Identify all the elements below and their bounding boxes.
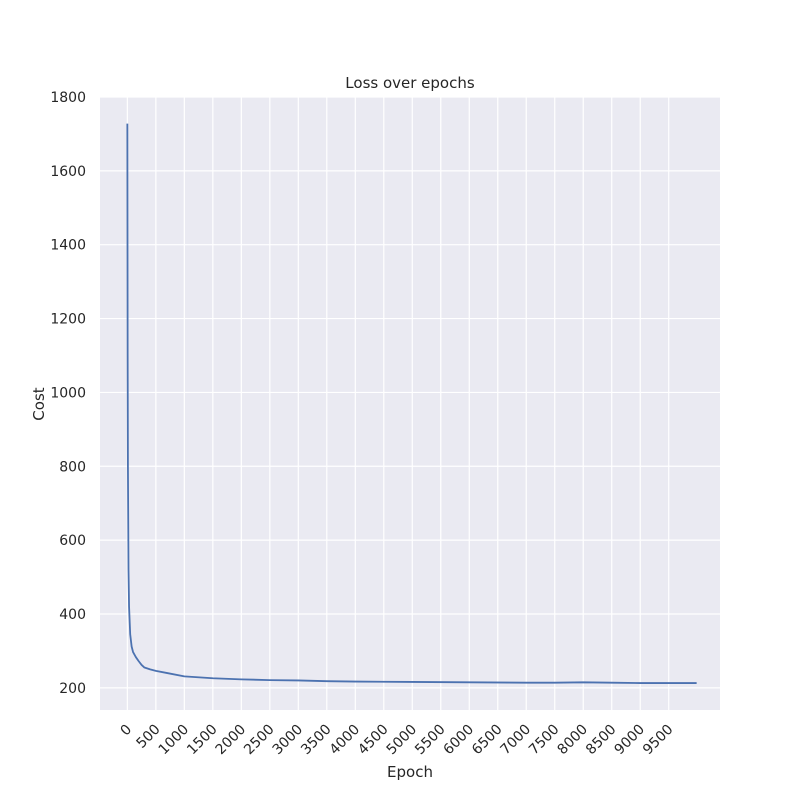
x-tick-label: 8500 bbox=[583, 722, 620, 759]
x-tick-label: 6000 bbox=[441, 722, 478, 759]
x-tick-label: 0 bbox=[118, 722, 136, 740]
x-tick-label: 4500 bbox=[355, 722, 392, 759]
loss-series-line bbox=[126, 123, 697, 684]
grid-lines bbox=[100, 96, 720, 710]
x-axis-label: Epoch bbox=[387, 763, 433, 781]
y-tick-label: 1600 bbox=[50, 164, 86, 180]
y-tick-label: 600 bbox=[59, 533, 86, 549]
x-tick-label: 6500 bbox=[469, 722, 506, 759]
y-tick-label: 200 bbox=[59, 681, 86, 697]
y-tick-label: 400 bbox=[59, 607, 86, 623]
series-group bbox=[126, 123, 697, 684]
x-tick-label: 4000 bbox=[327, 722, 364, 759]
x-tick-label: 7500 bbox=[526, 722, 563, 759]
y-tick-label: 1000 bbox=[50, 385, 86, 401]
y-axis-label: Cost bbox=[30, 387, 48, 420]
x-tick-label: 9500 bbox=[640, 722, 677, 759]
x-tick-label: 3500 bbox=[298, 722, 335, 759]
x-tick-label: 5500 bbox=[412, 722, 449, 759]
x-tick-label: 3000 bbox=[270, 722, 307, 759]
x-tick-labels: 0500100015002000250030003500400045005000… bbox=[118, 722, 677, 759]
plot-background bbox=[100, 97, 720, 710]
x-tick-label: 2500 bbox=[241, 722, 278, 759]
x-tick-label: 1000 bbox=[156, 722, 193, 759]
y-tick-labels: 200 400 600 800 1000 1200 1400 1600 1800 bbox=[50, 90, 86, 697]
x-tick-label: 5000 bbox=[384, 722, 421, 759]
x-tick-label: 1500 bbox=[184, 722, 221, 759]
x-tick-label: 7000 bbox=[498, 722, 535, 759]
y-tick-label: 1400 bbox=[50, 238, 86, 254]
y-tick-label: 1800 bbox=[50, 90, 86, 106]
x-tick-label: 8000 bbox=[555, 722, 592, 759]
chart-title: Loss over epochs bbox=[345, 74, 475, 92]
x-tick-label: 2000 bbox=[213, 722, 250, 759]
y-tick-label: 800 bbox=[59, 459, 86, 475]
y-tick-label: 1200 bbox=[50, 312, 86, 328]
x-tick-label: 9000 bbox=[612, 722, 649, 759]
